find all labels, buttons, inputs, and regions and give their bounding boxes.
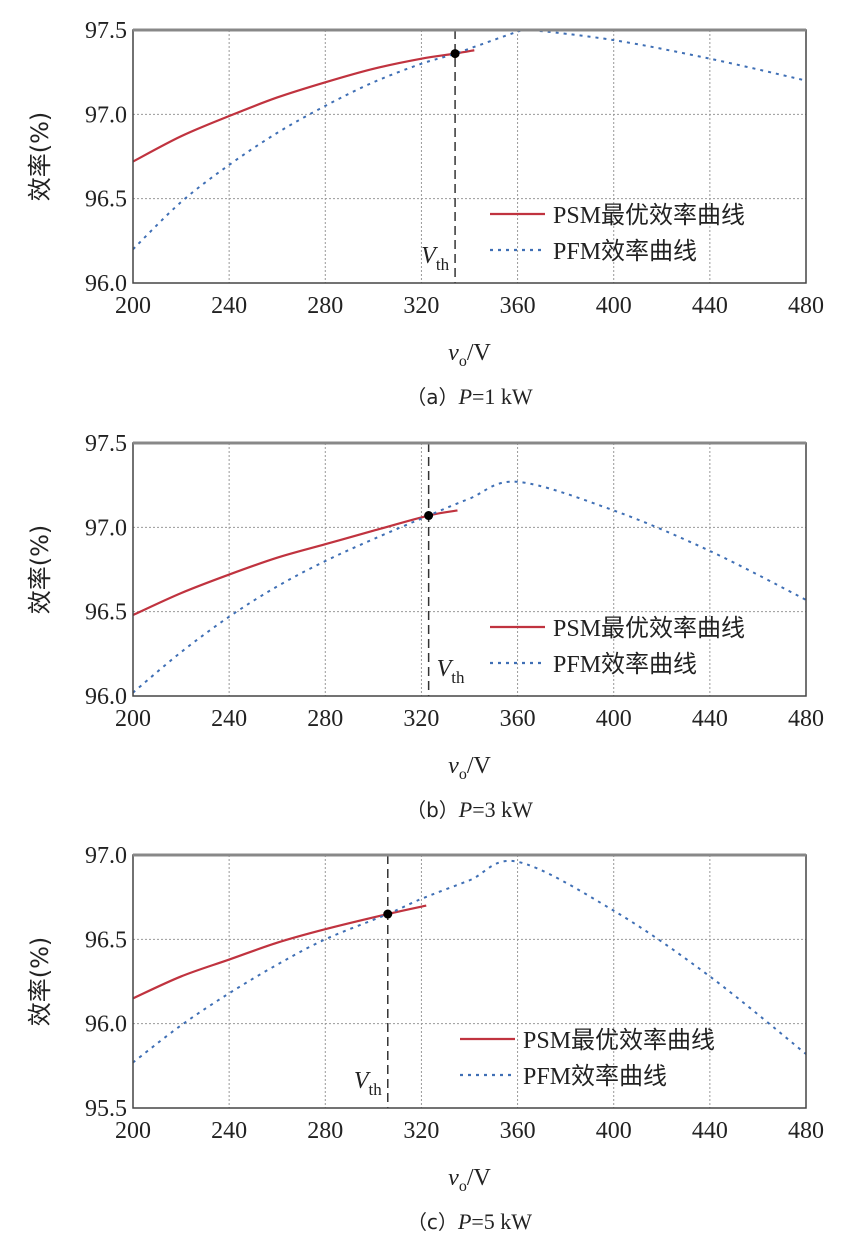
- caption-prefix: （c）: [407, 1210, 458, 1234]
- x-tick-label: 440: [692, 706, 728, 732]
- vth-label-main: V: [421, 243, 438, 269]
- plot-frame: [132, 29, 807, 284]
- psm-efficiency-line: [133, 49, 475, 163]
- x-axis-label: vo/V: [448, 340, 491, 370]
- psm-efficiency-line: [133, 509, 458, 617]
- chart-panel-b: 200 240 280 320 360 400 440 480 96.0 96.5 97.0 97.5…: [26, 431, 824, 822]
- caption-rest: =3 kW: [472, 797, 533, 822]
- x-tick-label: 200: [115, 706, 151, 732]
- x-tick-label: 320: [403, 706, 439, 732]
- vth-intersection-marker: [424, 511, 434, 521]
- x-tick-label: 240: [211, 1118, 247, 1144]
- legend-label: PFM效率曲线: [553, 651, 697, 678]
- y-tick-label: 97.0: [85, 515, 127, 541]
- vth-intersection-marker: [383, 909, 393, 919]
- x-axis-label-unit: /V: [467, 340, 492, 366]
- legend-label: PSM最优效率曲线: [553, 615, 745, 642]
- legend-label: PSM最优效率曲线: [523, 1027, 715, 1054]
- vth-label-sub: th: [451, 668, 465, 687]
- vth-label: Vth: [437, 656, 465, 687]
- x-tick-label: 280: [307, 706, 343, 732]
- caption-rest: =1 kW: [472, 384, 533, 409]
- x-axis-label-unit: /V: [467, 753, 492, 779]
- x-tick-label: 280: [307, 1118, 343, 1144]
- y-tick-label: 97.5: [85, 18, 127, 44]
- x-tick-label: 320: [403, 1118, 439, 1144]
- x-tick-label: 240: [211, 293, 247, 319]
- y-tick-label: 97.5: [85, 431, 127, 457]
- x-tick-label: 200: [115, 293, 151, 319]
- chart-panel-a: 200 240 280 320 360 400 440 480 96.0 96.5 97.0 97.5…: [26, 18, 824, 409]
- x-tick-label: 440: [692, 293, 728, 319]
- x-tick-label: 400: [596, 1118, 632, 1144]
- x-tick-label: 480: [788, 293, 824, 319]
- x-tick-label: 280: [307, 293, 343, 319]
- x-tick-label: 320: [403, 293, 439, 319]
- caption-prefix: （a）: [406, 385, 458, 409]
- y-tick-label: 97.0: [85, 843, 127, 869]
- x-tick-label: 480: [788, 706, 824, 732]
- x-tick-label: 240: [211, 706, 247, 732]
- legend-label: PFM效率曲线: [553, 238, 697, 265]
- x-axis-label-var: v: [448, 753, 459, 779]
- plot-frame: [132, 442, 807, 697]
- x-axis-label-var: v: [448, 340, 459, 366]
- subfigure-caption: （c）P=5 kW: [407, 1209, 532, 1234]
- caption-rest: =5 kW: [471, 1209, 532, 1234]
- plot-frame: [132, 854, 807, 1109]
- chart-panel-c: 200 240 280 320 360 400 440 480 95.5 96.0 96.5 97.0…: [26, 843, 824, 1234]
- vth-label: Vth: [354, 1068, 382, 1099]
- pfm-efficiency-line: [133, 480, 806, 694]
- y-tick-label: 96.0: [85, 684, 127, 710]
- vth-label-main: V: [437, 656, 454, 682]
- caption-var: P: [458, 797, 472, 822]
- x-axis-label-sub: o: [459, 766, 467, 783]
- vth-label-sub: th: [369, 1080, 383, 1099]
- x-tick-label: 440: [692, 1118, 728, 1144]
- x-tick-label: 360: [500, 293, 536, 319]
- x-axis-label-var: v: [448, 1165, 459, 1191]
- y-tick-label: 95.5: [85, 1096, 127, 1122]
- pfm-efficiency-line: [133, 30, 806, 250]
- x-axis-label-sub: o: [459, 1178, 467, 1195]
- x-axis-label: vo/V: [448, 1165, 491, 1195]
- legend-label: PFM效率曲线: [523, 1063, 667, 1090]
- y-tick-label: 96.0: [85, 271, 127, 297]
- vth-label-main: V: [354, 1068, 371, 1094]
- subfigure-caption: （a）P=1 kW: [406, 384, 533, 409]
- vth-label: Vth: [421, 243, 449, 274]
- vth-intersection-marker: [450, 49, 460, 59]
- x-tick-label: 400: [596, 293, 632, 319]
- y-axis-label: 效率(%): [26, 937, 54, 1027]
- y-tick-label: 96.5: [85, 187, 127, 213]
- caption-var: P: [458, 384, 472, 409]
- psm-efficiency-line: [133, 904, 427, 1000]
- y-tick-label: 96.0: [85, 1012, 127, 1038]
- y-tick-label: 97.0: [85, 102, 127, 128]
- x-tick-label: 360: [500, 1118, 536, 1144]
- vth-label-sub: th: [436, 255, 450, 274]
- x-tick-label: 400: [596, 706, 632, 732]
- x-axis-label-sub: o: [459, 353, 467, 370]
- x-axis-label-unit: /V: [467, 1165, 492, 1191]
- x-tick-label: 360: [500, 706, 536, 732]
- x-axis-label: vo/V: [448, 753, 491, 783]
- y-axis-label: 效率(%): [26, 112, 54, 202]
- x-tick-label: 480: [788, 1118, 824, 1144]
- y-axis-label: 效率(%): [26, 525, 54, 615]
- legend-label: PSM最优效率曲线: [553, 202, 745, 229]
- caption-prefix: （b）: [406, 798, 459, 822]
- x-tick-label: 200: [115, 1118, 151, 1144]
- y-tick-label: 96.5: [85, 927, 127, 953]
- y-tick-label: 96.5: [85, 600, 127, 626]
- subfigure-caption: （b）P=3 kW: [406, 797, 533, 822]
- caption-var: P: [457, 1209, 471, 1234]
